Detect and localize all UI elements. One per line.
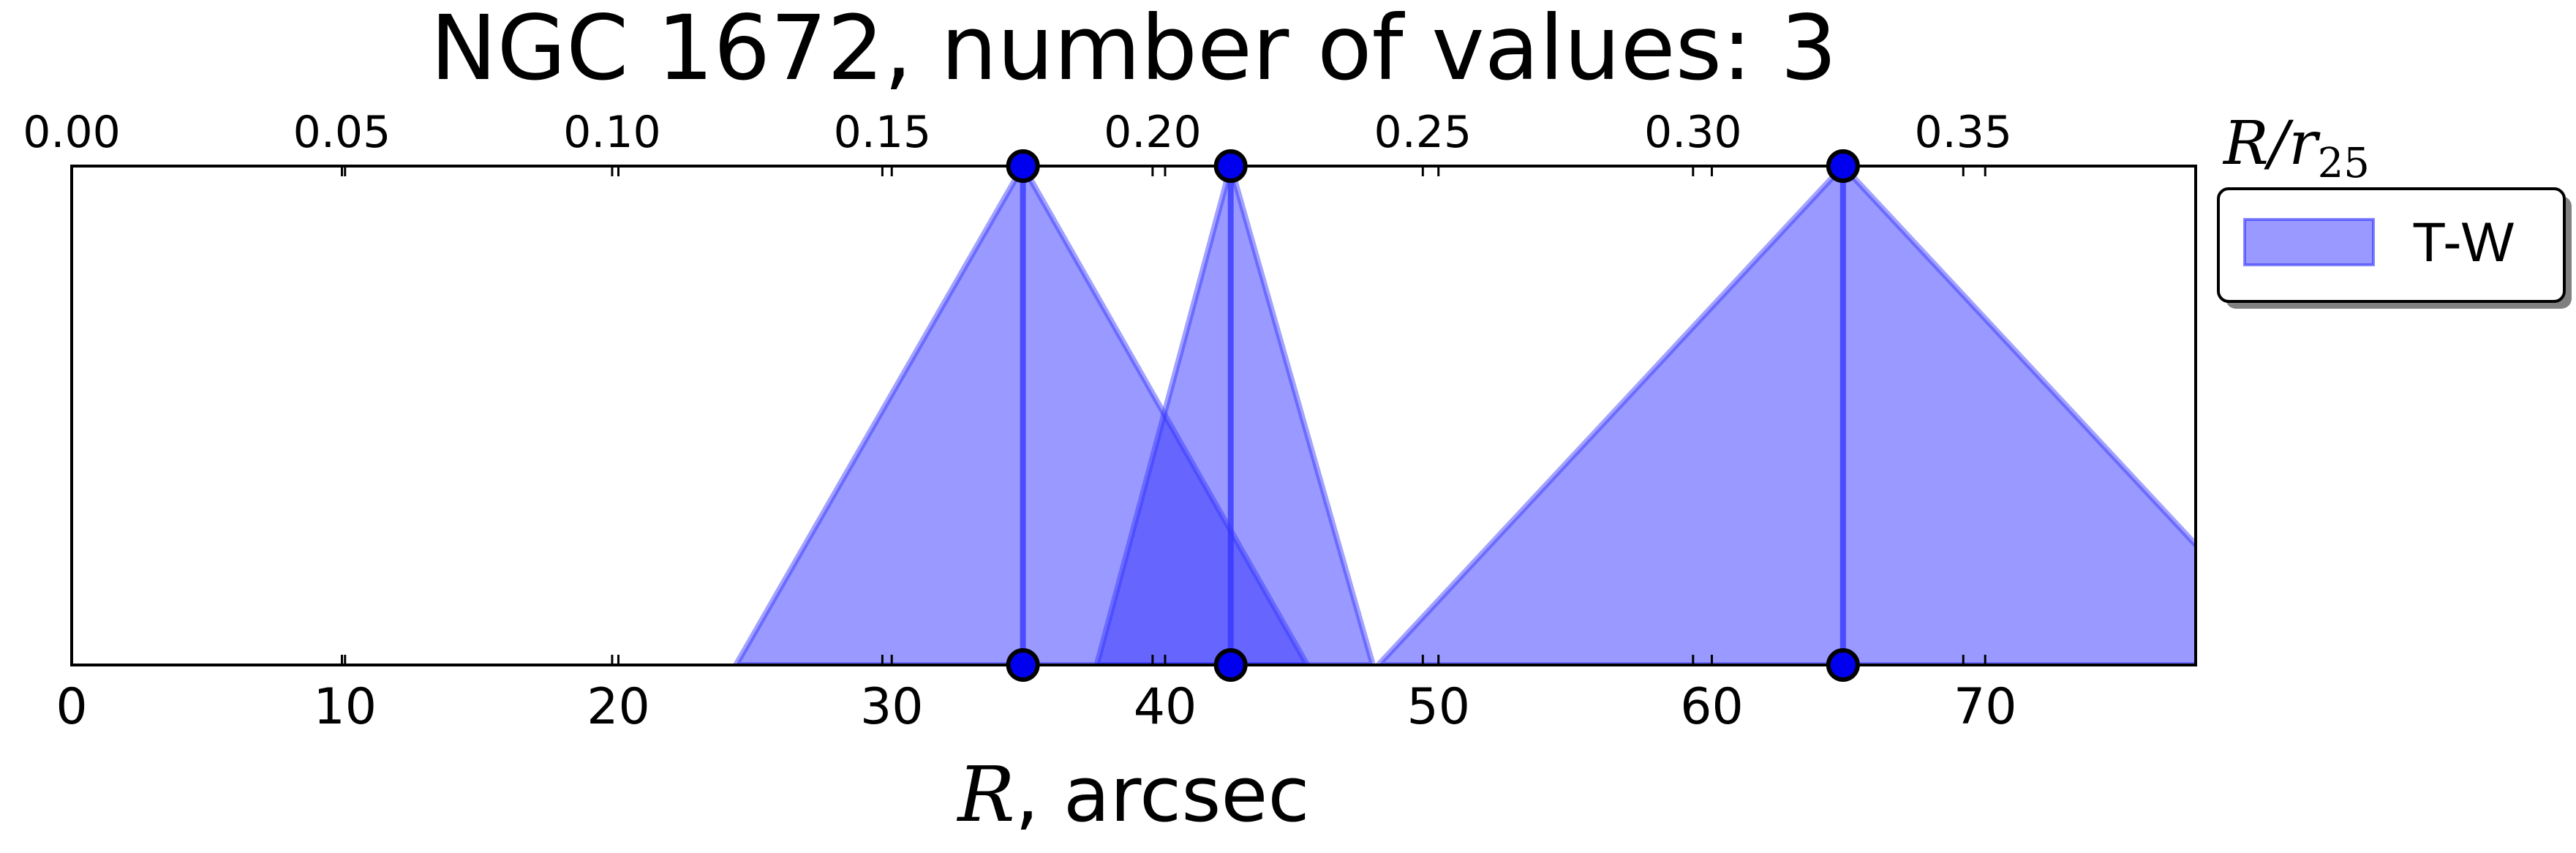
chart-title: NGC 1672, number of values: 3 — [430, 0, 1837, 100]
peak-marker-bottom — [1826, 648, 1860, 682]
top-tick-label: 0.05 — [293, 107, 391, 158]
bottom-x-axis: 0 10 20 30 40 50 60 70 — [56, 166, 2016, 736]
peak-markers — [1006, 149, 1860, 682]
top-tick-label: 0.30 — [1644, 107, 1742, 158]
x-axis-label-unit: , arcsec — [1015, 750, 1310, 839]
x-tick-label: 10 — [313, 678, 377, 736]
legend-label: T-W — [2412, 211, 2515, 274]
top-x-axis: 0.00 0.05 0.10 0.15 0.20 0.25 0.30 0.35 — [23, 107, 2012, 665]
x-axis-label-variable: R — [956, 750, 1014, 839]
top-tick-label: 0.00 — [23, 107, 121, 158]
peak-triangle — [1375, 166, 2196, 665]
legend: T-W — [2217, 187, 2566, 303]
plot-frame — [70, 165, 2197, 666]
peak-marker-top — [1826, 149, 1860, 183]
x-tick-label: 40 — [1134, 678, 1197, 736]
legend-swatch — [2243, 218, 2375, 266]
top-tick-label: 0.35 — [1914, 107, 2012, 158]
series-lines — [1020, 166, 1846, 665]
x-tick-label: 60 — [1680, 678, 1744, 736]
peak-marker-top — [1006, 149, 1040, 183]
x-axis-label: R, arcsec — [956, 750, 1309, 839]
series-fills — [733, 166, 2196, 665]
legend-box — [2217, 187, 2566, 303]
x-tick-label: 20 — [587, 678, 650, 736]
x-tick-label: 0 — [56, 678, 87, 736]
top-tick-label: 0.20 — [1104, 107, 1202, 158]
top-tick-label: 0.10 — [563, 107, 661, 158]
top-axis-label-variable: R/r — [2222, 109, 2321, 179]
top-tick-label: 0.25 — [1374, 107, 1472, 158]
top-axis-label: R/r25 — [2222, 109, 2370, 187]
peak-marker-bottom — [1006, 648, 1040, 682]
x-tick-label: 30 — [860, 678, 924, 736]
x-tick-label: 70 — [1954, 678, 2017, 736]
top-tick-label: 0.15 — [834, 107, 932, 158]
peak-triangle — [1093, 166, 1376, 665]
peak-marker-bottom — [1213, 648, 1248, 682]
top-axis-label-subscript: 25 — [2318, 140, 2370, 187]
peak-marker-top — [1213, 149, 1248, 183]
x-tick-label: 50 — [1406, 678, 1470, 736]
